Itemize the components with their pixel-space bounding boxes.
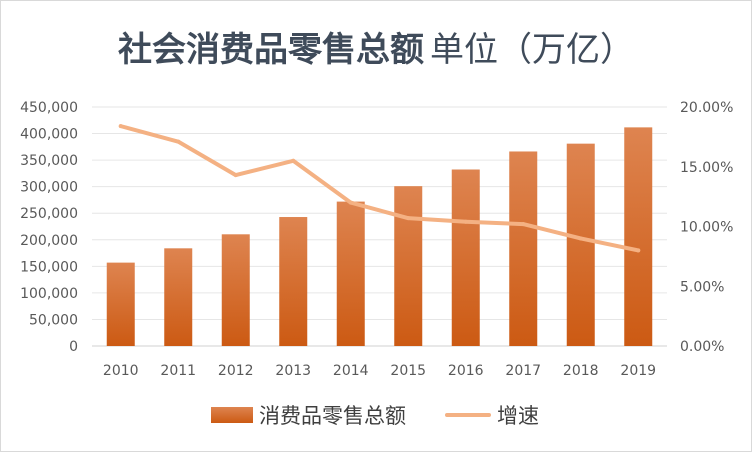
- growth-line: [118, 124, 641, 253]
- bar-series: [106, 127, 653, 346]
- growth-point: [348, 200, 353, 205]
- chart-title-main: 社会消费品零售总额: [118, 30, 424, 70]
- growth-point: [463, 219, 468, 224]
- y-left-tick-label: 450,000: [20, 100, 78, 116]
- y-left-tick-label: 150,000: [20, 259, 78, 275]
- y-left-tick-label: 200,000: [20, 233, 78, 249]
- growth-point: [578, 236, 583, 241]
- x-tick-label: 2016: [448, 363, 484, 379]
- growth-point: [118, 124, 123, 129]
- chart-title: 社会消费品零售总额 单位（万亿）: [0, 22, 752, 71]
- bar: [624, 127, 653, 346]
- chart-title-unit: 单位（万亿）: [430, 30, 634, 70]
- x-tick-label: 2018: [563, 363, 599, 379]
- y-left-tick-label: 250,000: [20, 206, 78, 222]
- y-left-tick-label: 400,000: [20, 127, 78, 143]
- bar: [279, 217, 308, 346]
- growth-point: [636, 248, 641, 253]
- x-tick-label: 2017: [505, 363, 541, 379]
- x-tick-label: 2010: [103, 363, 139, 379]
- growth-point: [406, 216, 411, 221]
- x-tick-label: 2019: [620, 363, 656, 379]
- x-tick-label: 2014: [333, 363, 369, 379]
- line-series: [118, 124, 641, 253]
- x-tick-label: 2015: [390, 363, 426, 379]
- y-right-tick-label: 5.00%: [680, 279, 724, 295]
- y-left-tick-label: 0: [69, 339, 78, 355]
- x-tick-label: 2012: [218, 363, 254, 379]
- bar: [566, 143, 595, 346]
- axis-labels: 0 50,000 100,000 150,000 200,000 250,000 300,0…: [20, 100, 733, 379]
- bar: [509, 151, 538, 346]
- bar: [394, 186, 423, 346]
- y-right-tick-label: 20.00%: [680, 100, 733, 116]
- growth-point: [521, 222, 526, 227]
- x-tick-label: 2013: [275, 363, 311, 379]
- y-right-tick-label: 15.00%: [680, 160, 733, 176]
- bar: [106, 262, 135, 346]
- bar: [336, 201, 365, 346]
- bar: [451, 169, 480, 346]
- growth-point: [233, 173, 238, 178]
- y-right-tick-label: 0.00%: [680, 339, 724, 355]
- legend-bar-swatch: [211, 407, 253, 423]
- y-left-tick-label: 50,000: [29, 312, 78, 328]
- y-left-tick-label: 300,000: [20, 180, 78, 196]
- y-right-tick-label: 10.00%: [680, 220, 733, 236]
- legend-line-label: 增速: [497, 404, 539, 428]
- growth-point: [176, 139, 181, 144]
- legend: 消费品零售总额 增速: [211, 404, 539, 428]
- y-left-tick-label: 100,000: [20, 286, 78, 302]
- y-left-tick-label: 350,000: [20, 153, 78, 169]
- bar: [164, 248, 193, 346]
- growth-point: [291, 158, 296, 163]
- x-tick-label: 2011: [160, 363, 196, 379]
- bar: [221, 234, 250, 346]
- legend-bar-label: 消费品零售总额: [259, 404, 406, 428]
